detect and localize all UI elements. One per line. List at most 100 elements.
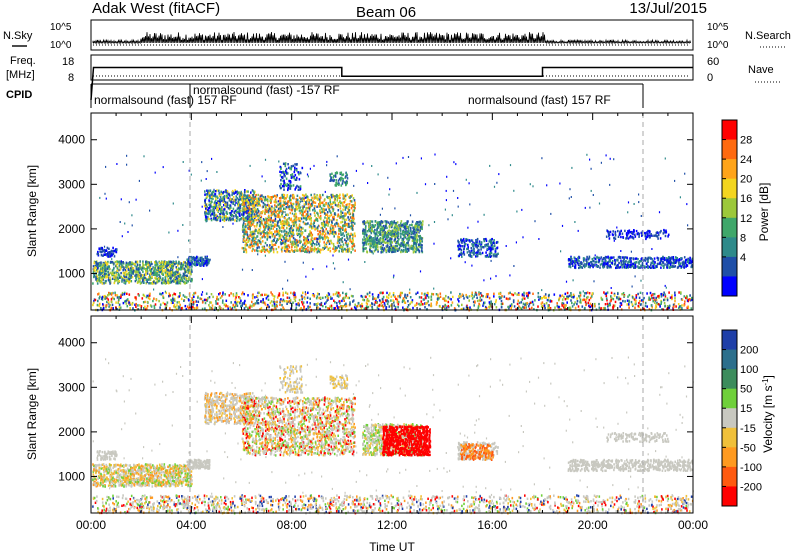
return-pixel xyxy=(293,213,296,216)
return-pixel xyxy=(362,238,364,241)
return-pixel xyxy=(170,270,173,274)
return-pixel xyxy=(294,219,296,222)
return-pixel xyxy=(566,295,568,298)
return-pixel xyxy=(485,237,487,241)
return-pixel xyxy=(691,257,694,260)
return-pixel xyxy=(409,296,412,299)
return-pixel xyxy=(295,218,298,222)
return-pixel xyxy=(247,223,249,226)
return-pixel xyxy=(644,235,647,238)
return-pixel xyxy=(345,250,348,253)
return-pixel xyxy=(309,215,311,218)
n-sky-label: N.Sky xyxy=(3,30,33,42)
return-pixel xyxy=(213,203,216,207)
return-pixel xyxy=(195,259,197,263)
return-pixel xyxy=(137,268,139,271)
return-pixel xyxy=(115,271,117,274)
return-pixel xyxy=(283,249,286,252)
return-pixel xyxy=(619,256,622,260)
return-pixel xyxy=(304,250,306,253)
return-pixel xyxy=(251,204,254,207)
return-pixel xyxy=(93,260,96,263)
return-pixel xyxy=(284,200,287,203)
return-pixel xyxy=(253,204,255,208)
return-pixel xyxy=(320,217,322,220)
return-pixel xyxy=(593,256,595,260)
return-pixel xyxy=(149,278,152,281)
return-pixel xyxy=(281,224,284,227)
return-pixel xyxy=(95,262,98,265)
return-pixel xyxy=(184,282,187,285)
return-pixel xyxy=(385,235,387,238)
return-pixel xyxy=(394,246,397,250)
return-pixel xyxy=(96,282,99,285)
return-pixel xyxy=(275,195,278,199)
return-pixel xyxy=(608,231,610,234)
return-pixel xyxy=(367,238,370,242)
return-pixel xyxy=(345,240,348,243)
return-pixel xyxy=(392,292,395,295)
return-pixel xyxy=(135,270,137,273)
return-pixel xyxy=(202,264,205,267)
return-pixel xyxy=(298,178,301,181)
return-pixel xyxy=(348,203,351,206)
return-pixel xyxy=(656,235,659,238)
return-pixel xyxy=(246,205,248,208)
return-pixel xyxy=(174,280,176,283)
return-pixel xyxy=(586,260,588,263)
return-pixel xyxy=(324,234,326,237)
return-pixel xyxy=(596,264,598,268)
return-pixel xyxy=(638,262,640,265)
return-pixel xyxy=(369,249,371,252)
return-pixel xyxy=(174,271,177,275)
return-pixel xyxy=(116,279,118,282)
return-pixel xyxy=(221,218,224,221)
return-pixel xyxy=(260,232,262,235)
return-pixel xyxy=(362,229,364,233)
return-pixel xyxy=(160,263,162,266)
return-pixel xyxy=(337,205,340,208)
return-pixel xyxy=(654,266,657,269)
return-pixel xyxy=(261,245,264,249)
return-pixel xyxy=(316,227,319,231)
return-pixel xyxy=(650,234,653,237)
return-pixel xyxy=(496,253,498,256)
return-pixel xyxy=(391,232,394,235)
return-pixel xyxy=(112,268,115,271)
return-pixel xyxy=(169,264,172,268)
return-pixel xyxy=(159,261,161,265)
return-pixel xyxy=(177,264,179,267)
return-pixel xyxy=(262,205,265,208)
return-pixel xyxy=(412,251,415,254)
return-pixel xyxy=(480,243,482,246)
return-pixel xyxy=(322,222,324,225)
return-pixel xyxy=(292,236,295,240)
return-pixel xyxy=(99,250,101,253)
return-pixel xyxy=(655,234,658,238)
return-pixel xyxy=(329,214,331,218)
return-pixel xyxy=(294,245,296,249)
return-pixel xyxy=(646,265,648,269)
return-pixel xyxy=(241,208,244,212)
return-pixel xyxy=(373,246,375,249)
return-pixel xyxy=(125,264,128,267)
return-pixel xyxy=(105,266,107,269)
return-pixel xyxy=(345,180,348,183)
return-pixel xyxy=(290,174,292,177)
return-pixel xyxy=(246,219,248,223)
return-pixel xyxy=(182,264,184,267)
return-pixel xyxy=(327,236,330,240)
return-pixel xyxy=(286,226,288,230)
return-pixel xyxy=(218,208,220,212)
return-pixel xyxy=(202,258,205,261)
return-pixel xyxy=(379,223,381,227)
return-pixel xyxy=(404,250,407,253)
return-pixel xyxy=(270,211,273,214)
return-pixel xyxy=(366,220,369,223)
return-pixel xyxy=(217,202,220,205)
return-pixel xyxy=(489,252,491,255)
return-pixel xyxy=(237,198,240,201)
return-pixel xyxy=(637,265,639,268)
return-pixel xyxy=(340,221,342,224)
return-pixel xyxy=(324,216,326,219)
